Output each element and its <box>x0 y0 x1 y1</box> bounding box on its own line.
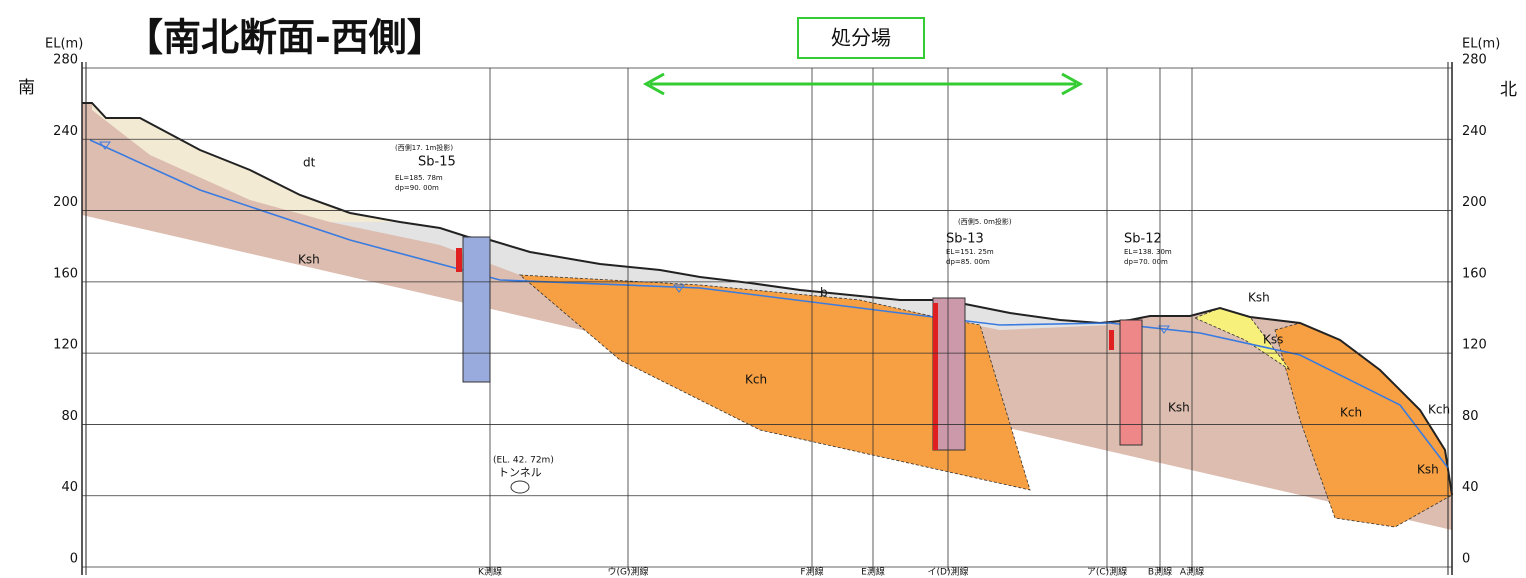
borehole-dp: dp=70. 00m <box>1124 258 1168 266</box>
kch-body <box>1274 322 1453 528</box>
y-tick-label: 160 <box>1462 266 1487 281</box>
facility-box <box>797 17 925 59</box>
layer-label: dt <box>303 156 316 170</box>
layer-label: Kch <box>745 373 767 387</box>
y-tick-label: 80 <box>1462 409 1479 424</box>
y-tick-label: 240 <box>53 124 78 139</box>
survey-line-label: ア(C)測線 <box>1087 566 1127 578</box>
y-tick-label: 120 <box>53 338 78 353</box>
water-mark <box>673 284 685 293</box>
survey-line-label: A測線 <box>1180 566 1204 578</box>
survey-line-label: K測線 <box>478 566 502 578</box>
borehole-name: Sb-13 <box>946 232 984 247</box>
borehole-dp: dp=90. 00m <box>395 184 439 192</box>
layer-label: Kch <box>1428 403 1450 417</box>
water-mark <box>1158 325 1170 334</box>
survey-line-label: ウ(G)測線 <box>608 566 649 578</box>
borehole-strip <box>933 303 938 450</box>
kch-body <box>518 274 1031 491</box>
borehole-column <box>462 236 491 383</box>
survey-line-label: イ(D)測線 <box>928 566 969 578</box>
layer-label: Kss <box>1263 333 1283 347</box>
y-tick-label: 0 <box>1462 552 1470 567</box>
layer-label: Ksh <box>1417 463 1439 477</box>
axis-label: EL(m) <box>45 37 83 52</box>
tunnel-label: トンネル <box>498 466 542 479</box>
title: 【南北断面-西側】 <box>125 16 445 60</box>
y-tick-label: 40 <box>61 480 78 495</box>
borehole-dp: dp=85. 00m <box>946 258 990 266</box>
arrow-head <box>642 72 665 96</box>
facility-label: 処分場 <box>831 26 891 50</box>
dt-layer <box>92 103 440 228</box>
y-tick-label: 40 <box>1462 480 1479 495</box>
survey-line-label: F測線 <box>800 566 823 578</box>
y-tick-label: 160 <box>53 266 78 281</box>
layer-label: Ksh <box>1168 401 1190 415</box>
axis-label: EL(m) <box>1462 37 1500 52</box>
y-tick-label: 280 <box>1462 53 1487 68</box>
tunnel <box>510 480 530 494</box>
borehole-note: (西側17. 1m投影) <box>395 143 453 152</box>
layer-label: Ksh <box>1248 291 1270 305</box>
y-tick-label: 200 <box>53 195 78 210</box>
layer-label: Ksh <box>298 253 320 267</box>
survey-line-label: E測線 <box>861 566 885 578</box>
borehole-note: (西側5. 0m投影) <box>958 217 1012 226</box>
south-label: 南 <box>18 78 35 98</box>
arrow-head <box>1061 72 1084 96</box>
geology <box>82 102 1453 530</box>
y-tick-label: 80 <box>61 409 78 424</box>
borehole-name: Sb-12 <box>1124 232 1162 247</box>
y-tick-label: 120 <box>1462 338 1487 353</box>
north-label: 北 <box>1500 80 1517 100</box>
water-mark <box>99 141 111 150</box>
borehole-strip <box>1109 330 1114 350</box>
b-layer <box>330 222 1110 330</box>
ground-surface <box>82 102 1453 496</box>
grid <box>81 62 1453 575</box>
y-tick-label: 0 <box>70 552 78 567</box>
borehole-el: EL=151. 25m <box>946 248 994 256</box>
borehole-strip <box>456 248 462 272</box>
layer-label: b <box>820 286 828 300</box>
borehole-name: Sb-15 <box>418 155 456 170</box>
borehole-column <box>1119 319 1143 446</box>
tunnel-elevation: (EL. 42. 72m) <box>493 456 554 466</box>
layer-label: Kch <box>1340 406 1362 420</box>
y-tick-label: 280 <box>53 53 78 68</box>
borehole-el: EL=185. 78m <box>395 174 443 182</box>
borehole-el: EL=138. 30m <box>1124 248 1172 256</box>
survey-line-label: B測線 <box>1148 566 1172 578</box>
y-tick-label: 240 <box>1462 124 1487 139</box>
y-tick-label: 200 <box>1462 195 1487 210</box>
